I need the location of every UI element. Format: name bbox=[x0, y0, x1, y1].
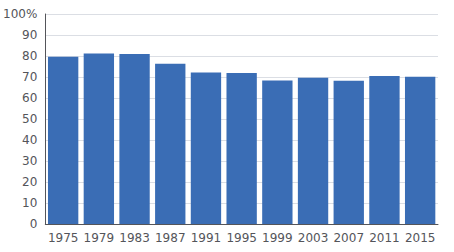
svg-text:90: 90 bbox=[22, 28, 37, 42]
svg-text:1995: 1995 bbox=[226, 231, 257, 245]
svg-text:2015: 2015 bbox=[405, 231, 436, 245]
svg-text:10: 10 bbox=[22, 196, 37, 210]
svg-text:60: 60 bbox=[22, 91, 37, 105]
svg-text:1999: 1999 bbox=[262, 231, 293, 245]
svg-text:30: 30 bbox=[22, 154, 37, 168]
svg-text:2007: 2007 bbox=[333, 231, 364, 245]
svg-text:100%: 100% bbox=[3, 7, 37, 21]
svg-text:1979: 1979 bbox=[84, 231, 115, 245]
svg-text:2011: 2011 bbox=[369, 231, 400, 245]
svg-text:1991: 1991 bbox=[191, 231, 222, 245]
svg-text:1983: 1983 bbox=[119, 231, 150, 245]
svg-text:70: 70 bbox=[22, 70, 37, 84]
svg-text:2003: 2003 bbox=[298, 231, 329, 245]
svg-text:1987: 1987 bbox=[155, 231, 186, 245]
svg-text:80: 80 bbox=[22, 49, 37, 63]
svg-text:40: 40 bbox=[22, 133, 37, 147]
svg-text:1975: 1975 bbox=[48, 231, 79, 245]
svg-text:50: 50 bbox=[22, 112, 37, 126]
svg-text:20: 20 bbox=[22, 175, 37, 189]
svg-text:0: 0 bbox=[30, 217, 38, 231]
